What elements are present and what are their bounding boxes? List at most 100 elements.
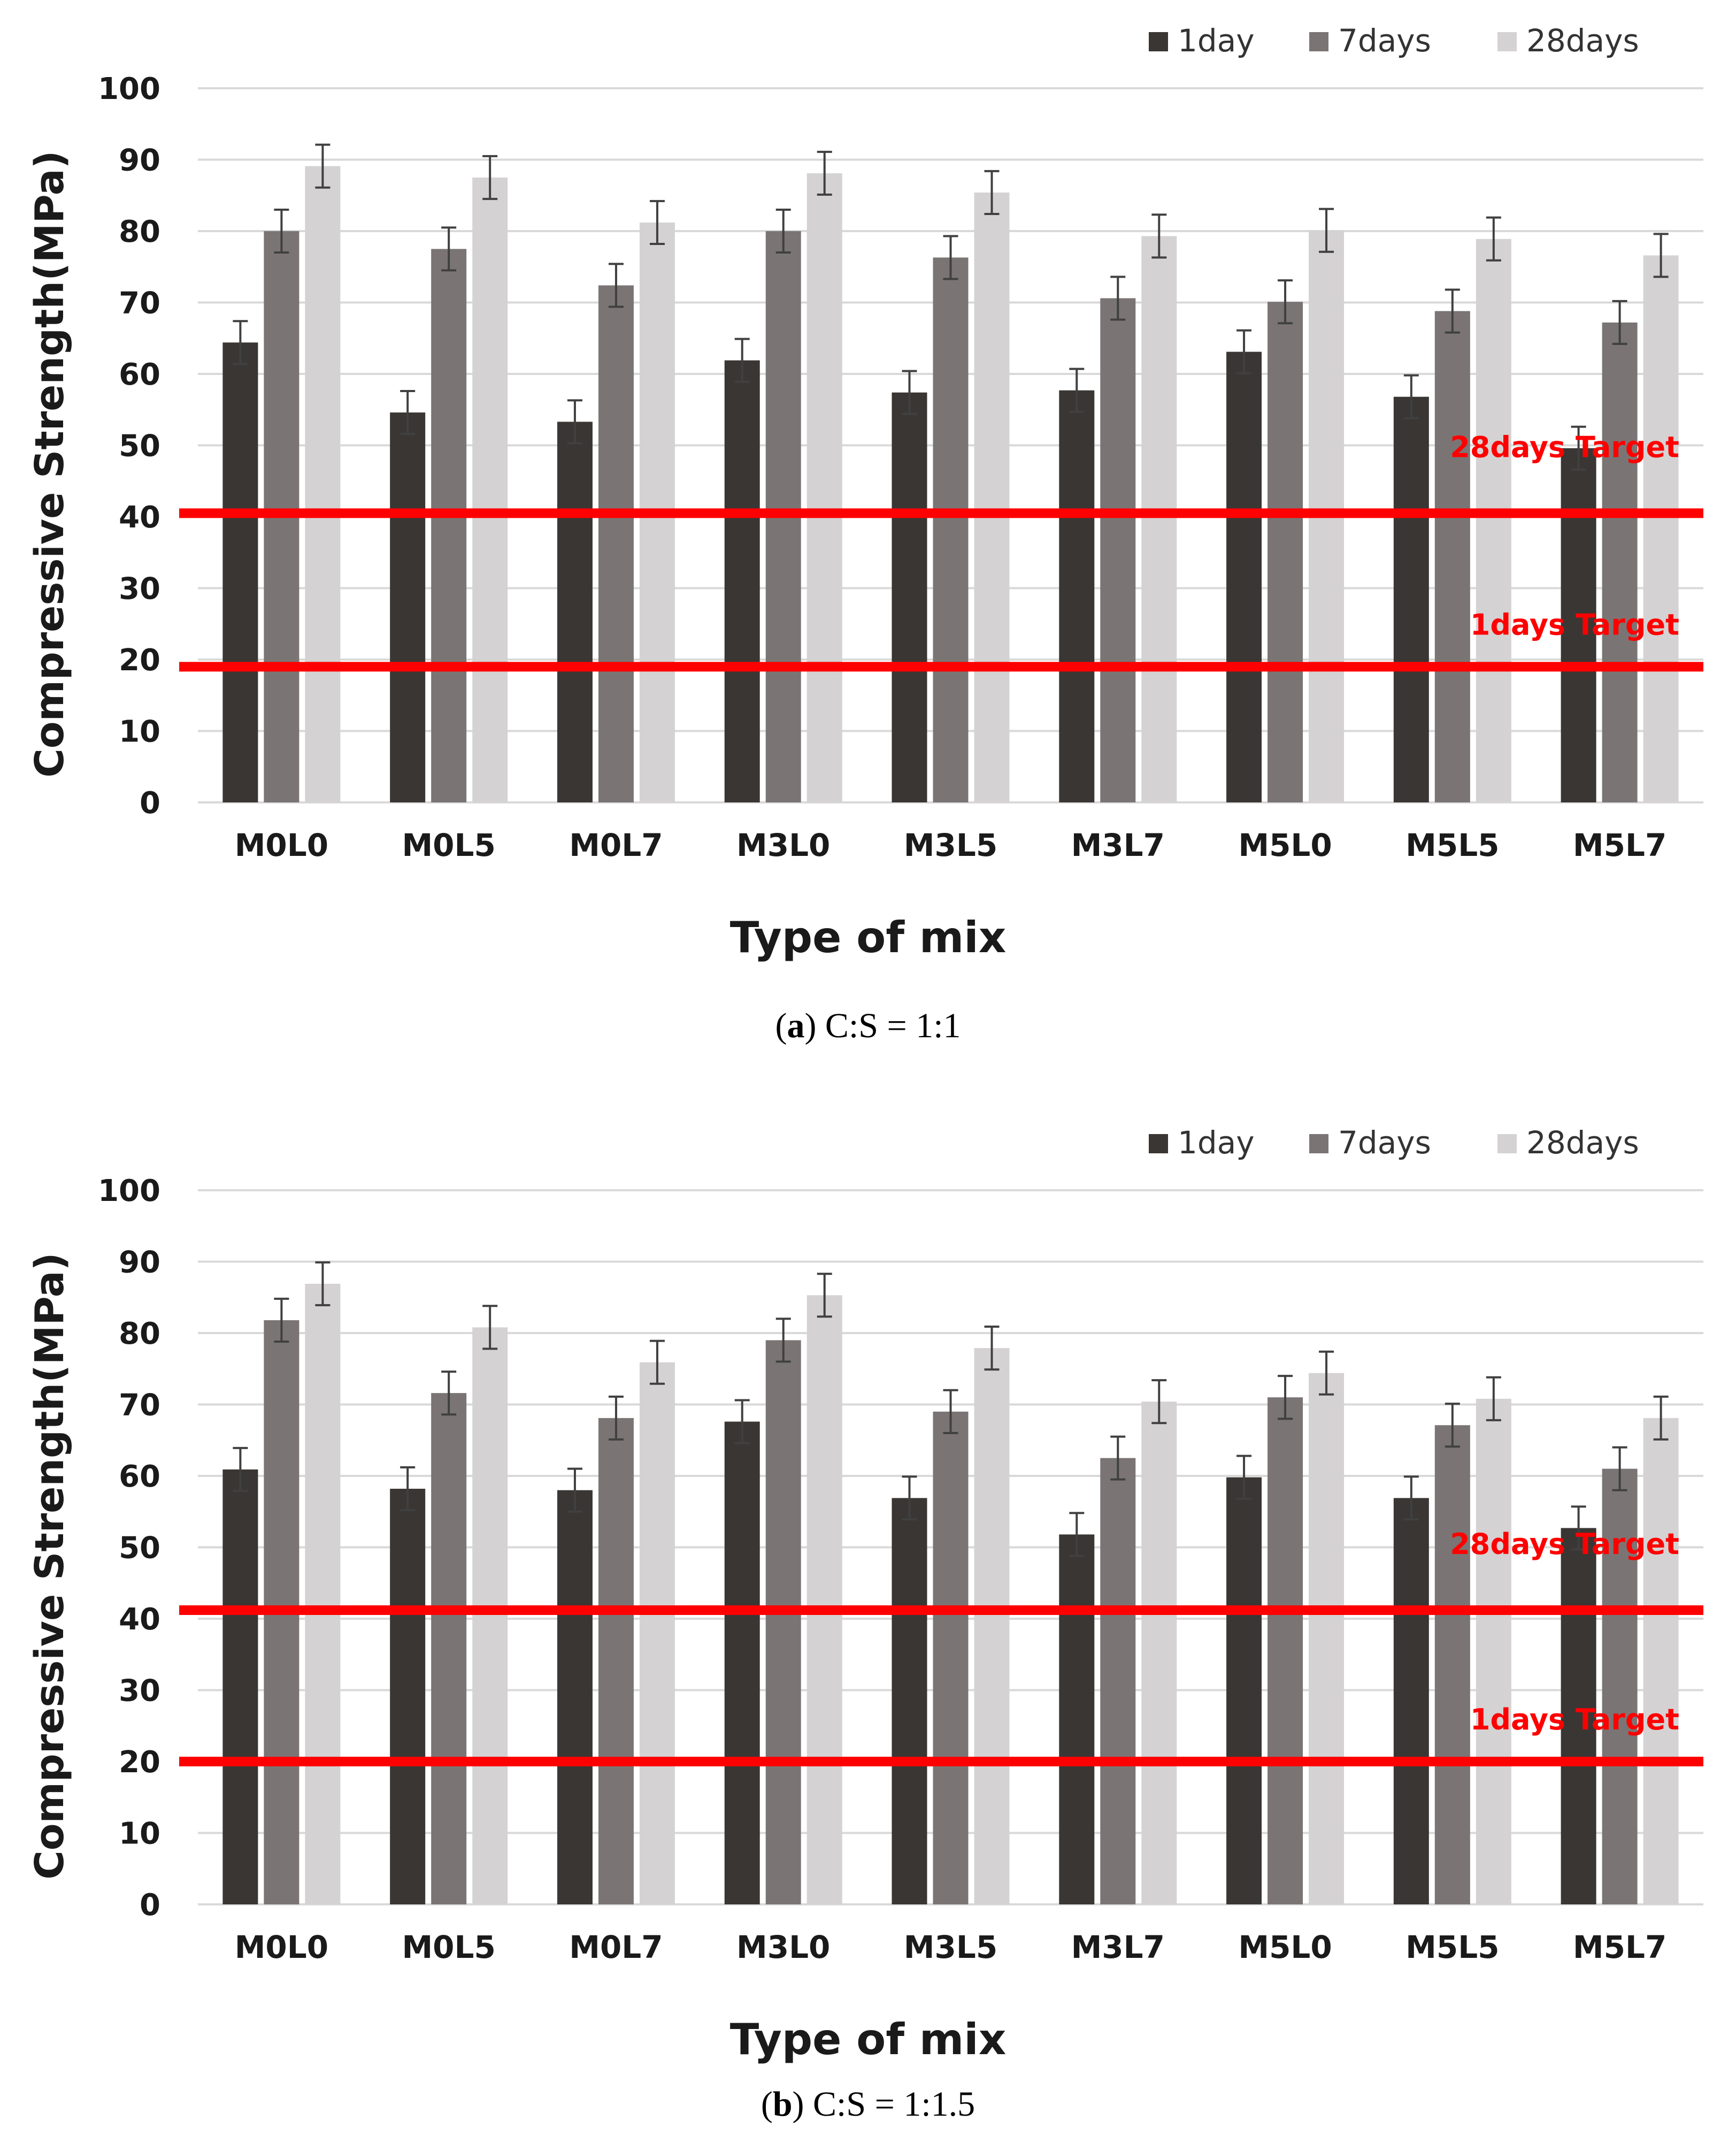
error-bar-7days-M3L7: [1110, 1435, 1126, 1481]
error-bar-7days-M5L5: [1445, 288, 1460, 334]
target-label: 28days Target: [1450, 1527, 1679, 1561]
error-bar-1day-M5L5: [1403, 374, 1419, 419]
error-bar-28days-M3L7: [1151, 213, 1167, 259]
bar-28days-M5L7: [1643, 255, 1679, 802]
x-tick-label: M3L0: [736, 1929, 830, 1965]
error-bar-28days-M5L0: [1319, 1350, 1334, 1396]
legend-swatch-28days: [1497, 1134, 1517, 1153]
error-bar-7days-M5L0: [1278, 1375, 1293, 1420]
bar-1day-M0L7: [557, 422, 593, 802]
y-tick-label: 70: [119, 1388, 160, 1423]
error-bar-1day-M3L7: [1069, 368, 1085, 413]
y-tick-label: 10: [119, 1817, 160, 1851]
bar-7days-M5L5: [1434, 1425, 1470, 1904]
bar-1day-M3L7: [1059, 390, 1095, 802]
bar-7days-M0L7: [598, 285, 634, 802]
legend-label: 28days: [1526, 1124, 1639, 1161]
y-tick-label: 60: [119, 1459, 160, 1494]
x-tick-label: M3L5: [904, 827, 997, 863]
y-tick-label: 30: [119, 572, 160, 607]
bar-1day-M0L0: [222, 1469, 258, 1904]
error-bar-7days-M5L0: [1278, 279, 1293, 325]
bar-7days-M3L0: [765, 1340, 801, 1904]
bar-28days-M5L0: [1309, 1373, 1345, 1904]
bar-28days-M3L5: [974, 192, 1010, 802]
bar-28days-M3L0: [806, 173, 842, 802]
y-tick-label: 100: [98, 1174, 160, 1208]
y-tick-label: 20: [119, 643, 160, 678]
caption-a-text: C:S = 1:1: [825, 1006, 961, 1045]
y-tick-label: 20: [119, 1745, 160, 1780]
bar-28days-M3L5: [974, 1348, 1010, 1904]
bar-7days-M0L5: [431, 249, 467, 802]
bar-1day-M5L5: [1393, 396, 1429, 802]
bar-28days-M0L5: [472, 1327, 508, 1904]
bar-28days-M5L7: [1643, 1418, 1679, 1904]
error-bar-1day-M5L0: [1236, 329, 1252, 374]
error-bar-7days-M0L7: [608, 263, 624, 308]
x-tick-label: M5L0: [1238, 1929, 1332, 1965]
bar-7days-M3L5: [933, 257, 969, 802]
legend-label: 7days: [1338, 22, 1431, 59]
bar-28days-M3L0: [806, 1295, 842, 1904]
legend-swatch-1day: [1149, 32, 1168, 51]
y-tick-label: 0: [140, 1888, 160, 1923]
bar-1day-M5L7: [1561, 1528, 1596, 1904]
error-bar-1day-M0L7: [567, 1467, 582, 1513]
bar-1day-M3L0: [724, 360, 760, 802]
x-tick-label: M3L7: [1071, 827, 1165, 863]
chart-panel-a: 0 10 20 30 40 50 60 70 80 90 100 M0L0 M0L5 M0L7 M3L0 M3…: [27, 22, 1703, 1045]
x-tick-label: M3L5: [904, 1929, 997, 1965]
error-bar-1day-M0L0: [233, 320, 248, 365]
x-axis-label: Type of mix: [730, 913, 1007, 962]
error-bar-28days-M3L5: [984, 170, 1000, 215]
error-bar-28days-M3L0: [817, 150, 832, 196]
error-bar-7days-M0L7: [608, 1395, 624, 1441]
x-tick-label: M0L5: [402, 1929, 495, 1965]
legend-label: 1day: [1178, 22, 1255, 59]
chart-panel-b: 0 10 20 30 40 50 60 70 80 90 100 M0L0 M0L5 M0L7 M3L0 M3…: [0, 1102, 1736, 2136]
bar-1day-M0L5: [390, 412, 426, 802]
error-bar-1day-M3L0: [734, 338, 750, 383]
error-bar-1day-M3L7: [1069, 1512, 1085, 1557]
error-bar-7days-M3L7: [1110, 275, 1126, 321]
error-bar-28days-M0L5: [482, 155, 498, 200]
legend-swatch-28days: [1497, 32, 1517, 51]
bar-1day-M5L0: [1226, 1477, 1262, 1904]
bar-7days-M0L7: [598, 1418, 634, 1904]
x-tick-label: M3L0: [736, 827, 830, 863]
x-tick-label: M5L7: [1573, 1929, 1666, 1965]
x-tick-label: M5L7: [1573, 827, 1666, 863]
bar-28days-M5L5: [1476, 239, 1511, 802]
error-bar-28days-M5L7: [1653, 233, 1669, 278]
error-bar-28days-M5L5: [1486, 216, 1501, 262]
y-tick-label: 50: [119, 429, 160, 464]
x-tick-label: M0L7: [569, 1929, 663, 1965]
error-bar-1day-M3L5: [902, 1475, 917, 1521]
y-tick-label: 100: [98, 72, 160, 106]
error-bar-7days-M0L5: [441, 226, 457, 272]
legend-label: 1day: [1178, 1124, 1255, 1161]
bar-28days-M0L0: [305, 1283, 341, 1904]
x-tick-label: M0L7: [569, 827, 663, 863]
error-bar-28days-M5L5: [1486, 1376, 1501, 1421]
y-axis-label: Compressive Strength(MPa): [27, 1252, 73, 1879]
bar-1day-M5L0: [1226, 351, 1262, 802]
bar-7days-M5L5: [1434, 311, 1470, 802]
error-bar-1day-M5L7: [1571, 425, 1586, 471]
y-tick-label: 90: [119, 1245, 160, 1280]
y-tick-label: 50: [119, 1531, 160, 1566]
bar-7days-M3L5: [933, 1411, 969, 1904]
y-tick-label: 30: [119, 1674, 160, 1709]
bar-1day-M0L7: [557, 1490, 593, 1904]
error-bar-28days-M3L0: [817, 1273, 832, 1318]
bar-28days-M3L7: [1141, 1402, 1177, 1904]
error-bar-7days-M5L5: [1445, 1403, 1460, 1448]
x-tick-label: M0L0: [235, 1929, 328, 1965]
bar-28days-M3L7: [1141, 236, 1177, 803]
x-tick-label: M5L0: [1238, 827, 1332, 863]
y-tick-label: 90: [119, 143, 160, 178]
error-bar-28days-M5L7: [1653, 1395, 1669, 1441]
caption-b-text: C:S = 1:1.5: [813, 2085, 975, 2124]
bar-1day-M3L7: [1059, 1534, 1095, 1904]
